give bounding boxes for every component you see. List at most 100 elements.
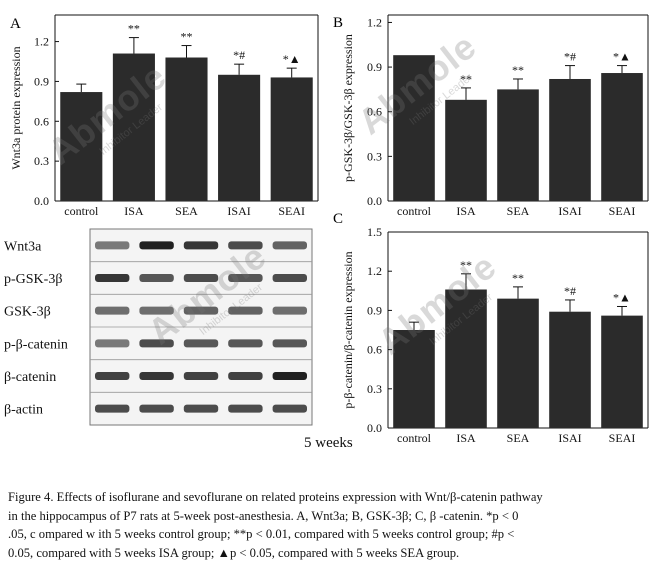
blot-band [228, 339, 263, 348]
chart-panel-b: 0.0 0.3 0.6 0.9 1.2 p-GSK-3β/GSK-3β expressio… [341, 14, 649, 218]
significance-mark: ** [181, 30, 193, 44]
x-tick-label: control [397, 431, 432, 445]
bar [445, 99, 487, 201]
y-tick-label: 0.9 [367, 60, 382, 74]
blot-band [183, 241, 219, 250]
bar [393, 55, 435, 202]
y-tick-label: 1.2 [367, 264, 382, 278]
y-tick-label: 0.0 [367, 421, 382, 435]
blot-row-label: p-GSK-3β [4, 272, 62, 287]
y-tick-label: 0.3 [367, 149, 382, 163]
significance-mark: *▲ [613, 290, 631, 304]
significance-mark: ** [512, 271, 524, 285]
y-tick-label: 0.0 [34, 194, 49, 208]
bar [549, 311, 591, 428]
x-tick-label: ISAI [227, 204, 250, 218]
x-tick-label: SEA [507, 431, 530, 445]
bar [601, 315, 643, 428]
blot-band [139, 404, 174, 413]
blot-band [139, 339, 174, 348]
bar [497, 89, 539, 201]
blot-band [183, 404, 219, 413]
bar [60, 92, 103, 201]
significance-mark: *# [233, 48, 245, 62]
blot-band [228, 306, 263, 315]
caption-line: 0.05, compared with 5 weeks ISA group; ▲… [8, 545, 460, 560]
blot-band [139, 306, 174, 315]
figure-4-panels: A B C 0.0 0.3 0.6 0.9 1.2 Wnt3a protein expre… [4, 14, 649, 451]
bar [497, 298, 539, 428]
bar [218, 74, 261, 201]
chart-panel-a: 0.0 0.3 0.6 0.9 1.2 Wnt3a protein expression c… [9, 14, 319, 218]
bar [165, 57, 208, 202]
bar [393, 330, 435, 428]
blot-band [228, 241, 263, 250]
x-tick-label: SEA [175, 204, 198, 218]
bar [445, 289, 487, 428]
blot-band [183, 339, 219, 348]
bar [112, 53, 155, 202]
significance-mark: *# [564, 284, 576, 298]
caption-line: .05, c ompared w ith 5 weeks control gro… [8, 527, 515, 541]
blot-band [95, 372, 130, 380]
blot-band [139, 372, 174, 380]
blot-band [272, 404, 307, 413]
blot-band [139, 274, 174, 282]
blot-row-label: β-actin [4, 403, 43, 418]
significance-mark: *# [564, 50, 576, 64]
y-axis-label: Wnt3a protein expression [9, 46, 23, 169]
figure-caption: Figure 4. Effects of isoflurane and sevo… [8, 488, 648, 562]
blot-band [95, 306, 130, 315]
y-tick-label: 0.3 [367, 382, 382, 396]
blot-band [95, 339, 130, 348]
y-tick-label: 0.9 [367, 303, 382, 317]
significance-mark: *▲ [283, 52, 301, 66]
y-tick-label: 0.0 [367, 194, 382, 208]
blot-band [95, 241, 130, 250]
panel-label-a: A [10, 16, 21, 32]
x-tick-label: ISA [124, 204, 144, 218]
y-tick-label: 1.5 [367, 225, 382, 239]
x-tick-label: control [64, 204, 99, 218]
blot-row-label: Wnt3a [4, 239, 42, 254]
significance-mark: ** [512, 63, 524, 77]
panel-label-b: B [333, 15, 343, 31]
significance-mark: ** [128, 22, 140, 36]
blot-band [95, 404, 130, 413]
blot-band [228, 274, 263, 282]
y-tick-label: 0.6 [34, 114, 49, 128]
x-tick-label: ISA [456, 204, 476, 218]
x-tick-label: SEAI [609, 431, 636, 445]
significance-mark: ** [460, 72, 472, 86]
blot-row-label: GSK-3β [4, 305, 51, 320]
x-tick-label: ISAI [558, 204, 581, 218]
x-tick-label: SEAI [278, 204, 305, 218]
blot-row-label: β-catenin [4, 370, 56, 385]
significance-mark: *▲ [613, 50, 631, 64]
blot-band [272, 306, 307, 315]
y-axis-label: p-β-catenin/β-catenin expression [341, 251, 355, 408]
panel-label-c: C [333, 211, 343, 227]
y-tick-label: 0.6 [367, 105, 382, 119]
x-tick-label: ISAI [558, 431, 581, 445]
blot-band [139, 241, 174, 250]
bar [270, 77, 313, 201]
blot-band [272, 372, 307, 380]
y-axis-label: p-GSK-3β/GSK-3β expression [341, 34, 355, 182]
x-tick-label: control [397, 204, 432, 218]
bar [549, 78, 591, 201]
blot-band [272, 274, 307, 282]
x-tick-label: SEAI [609, 204, 636, 218]
blot-band [272, 339, 307, 348]
blot-band [183, 274, 219, 282]
x-tick-label: SEA [507, 204, 530, 218]
x-tick-label: ISA [456, 431, 476, 445]
blot-band [183, 306, 219, 315]
y-tick-label: 0.6 [367, 343, 382, 357]
y-tick-label: 0.3 [34, 154, 49, 168]
chart-panel-c: 0.0 0.3 0.6 0.9 1.2 1.5 p-β-catenin/β-catenin … [341, 225, 649, 445]
bar [601, 73, 643, 201]
blot-band [272, 241, 307, 250]
y-tick-label: 0.9 [34, 74, 49, 88]
y-tick-label: 1.2 [34, 35, 49, 49]
